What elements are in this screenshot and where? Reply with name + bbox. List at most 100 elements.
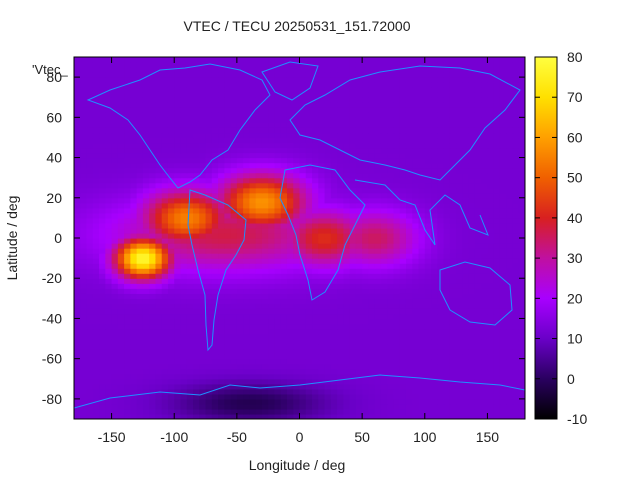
heatmap-cell [249, 137, 257, 144]
heatmap-cell [412, 248, 420, 254]
heatmap-cell [136, 182, 144, 189]
heatmap-cell [449, 368, 457, 375]
heatmap-cell [261, 182, 269, 189]
heatmap-cell [224, 238, 232, 244]
heatmap-cell [518, 72, 525, 78]
heatmap-cell [186, 162, 194, 169]
heatmap-cell [305, 172, 313, 179]
heatmap-cell [161, 132, 169, 139]
heatmap-cell [124, 353, 131, 360]
heatmap-cell [437, 403, 445, 410]
heatmap-cell [199, 318, 207, 325]
heatmap-cell [318, 253, 326, 259]
heatmap-cell [443, 323, 451, 330]
heatmap-cell [211, 408, 219, 415]
heatmap-cell [149, 232, 157, 239]
heatmap-cell [368, 72, 376, 78]
heatmap-cell [117, 207, 125, 214]
heatmap-cell [293, 378, 301, 385]
heatmap-cell [462, 82, 470, 88]
heatmap-cell [255, 338, 263, 345]
heatmap-cell [236, 358, 244, 365]
heatmap-cell [312, 358, 319, 365]
heatmap-cell [218, 162, 225, 169]
heatmap-cell [124, 212, 131, 219]
heatmap-cell [343, 303, 351, 309]
heatmap-cell [80, 298, 88, 304]
heatmap-cell [487, 388, 495, 395]
heatmap-cell [243, 82, 250, 88]
heatmap-cell [142, 303, 150, 309]
heatmap-cell [337, 403, 344, 410]
heatmap-cell [180, 127, 188, 134]
heatmap-cell [405, 348, 413, 355]
heatmap-cell [499, 192, 507, 199]
heatmap-cell [111, 177, 119, 184]
heatmap-cell [199, 373, 207, 380]
heatmap-cell [393, 243, 401, 249]
heatmap-cell [142, 222, 150, 229]
heatmap-cell [280, 197, 288, 204]
heatmap-cell [387, 333, 395, 340]
heatmap-cell [280, 268, 288, 274]
heatmap-cell [211, 132, 219, 139]
heatmap-cell [74, 112, 81, 118]
heatmap-cell [274, 227, 282, 234]
heatmap-cell [236, 167, 244, 174]
heatmap-cell [174, 157, 182, 164]
heatmap-cell [481, 142, 489, 149]
heatmap-cell [130, 187, 138, 194]
heatmap-cell [261, 172, 269, 179]
heatmap-cell [487, 318, 495, 325]
heatmap-cell [186, 238, 194, 244]
heatmap-cell [512, 278, 520, 284]
heatmap-cell [230, 243, 238, 249]
heatmap-cell [456, 127, 463, 134]
heatmap-cell [92, 248, 100, 254]
heatmap-cell [149, 273, 157, 279]
heatmap-cell [456, 293, 463, 299]
heatmap-cell [142, 107, 150, 113]
heatmap-cell [136, 172, 144, 179]
heatmap-cell [412, 162, 420, 169]
heatmap-cell [249, 67, 257, 73]
heatmap-cell [155, 273, 163, 279]
heatmap-cell [380, 72, 388, 78]
heatmap-cell [218, 212, 225, 219]
heatmap-cell [80, 328, 88, 335]
heatmap-cell [224, 82, 232, 88]
heatmap-cell [224, 172, 232, 179]
heatmap-cell [456, 408, 463, 415]
heatmap-cell [418, 232, 426, 239]
heatmap-cell [130, 288, 138, 294]
heatmap-cell [249, 202, 257, 209]
heatmap-cell [449, 258, 457, 264]
heatmap-cell [286, 358, 294, 365]
heatmap-cell [149, 363, 157, 370]
heatmap-cell [418, 403, 426, 410]
heatmap-cell [337, 388, 344, 395]
heatmap-cell [424, 217, 432, 224]
heatmap-cell [474, 122, 482, 128]
heatmap-cell [193, 207, 200, 214]
heatmap-cell [161, 393, 169, 400]
heatmap-cell [92, 358, 100, 365]
heatmap-cell [180, 222, 188, 229]
heatmap-cell [268, 72, 276, 78]
heatmap-cell [330, 142, 338, 149]
heatmap-cell [405, 167, 413, 174]
heatmap-cell [312, 288, 319, 294]
heatmap-cell [205, 167, 213, 174]
heatmap-cell [261, 273, 269, 279]
heatmap-cell [255, 393, 263, 400]
heatmap-cell [405, 248, 413, 254]
heatmap-cell [224, 293, 232, 299]
heatmap-cell [499, 273, 507, 279]
heatmap-cell [424, 132, 432, 139]
heatmap-cell [299, 293, 307, 299]
heatmap-cell [337, 368, 344, 375]
heatmap-cell [374, 303, 382, 309]
heatmap-cell [174, 182, 182, 189]
heatmap-cell [280, 338, 288, 345]
heatmap-cell [487, 338, 495, 345]
